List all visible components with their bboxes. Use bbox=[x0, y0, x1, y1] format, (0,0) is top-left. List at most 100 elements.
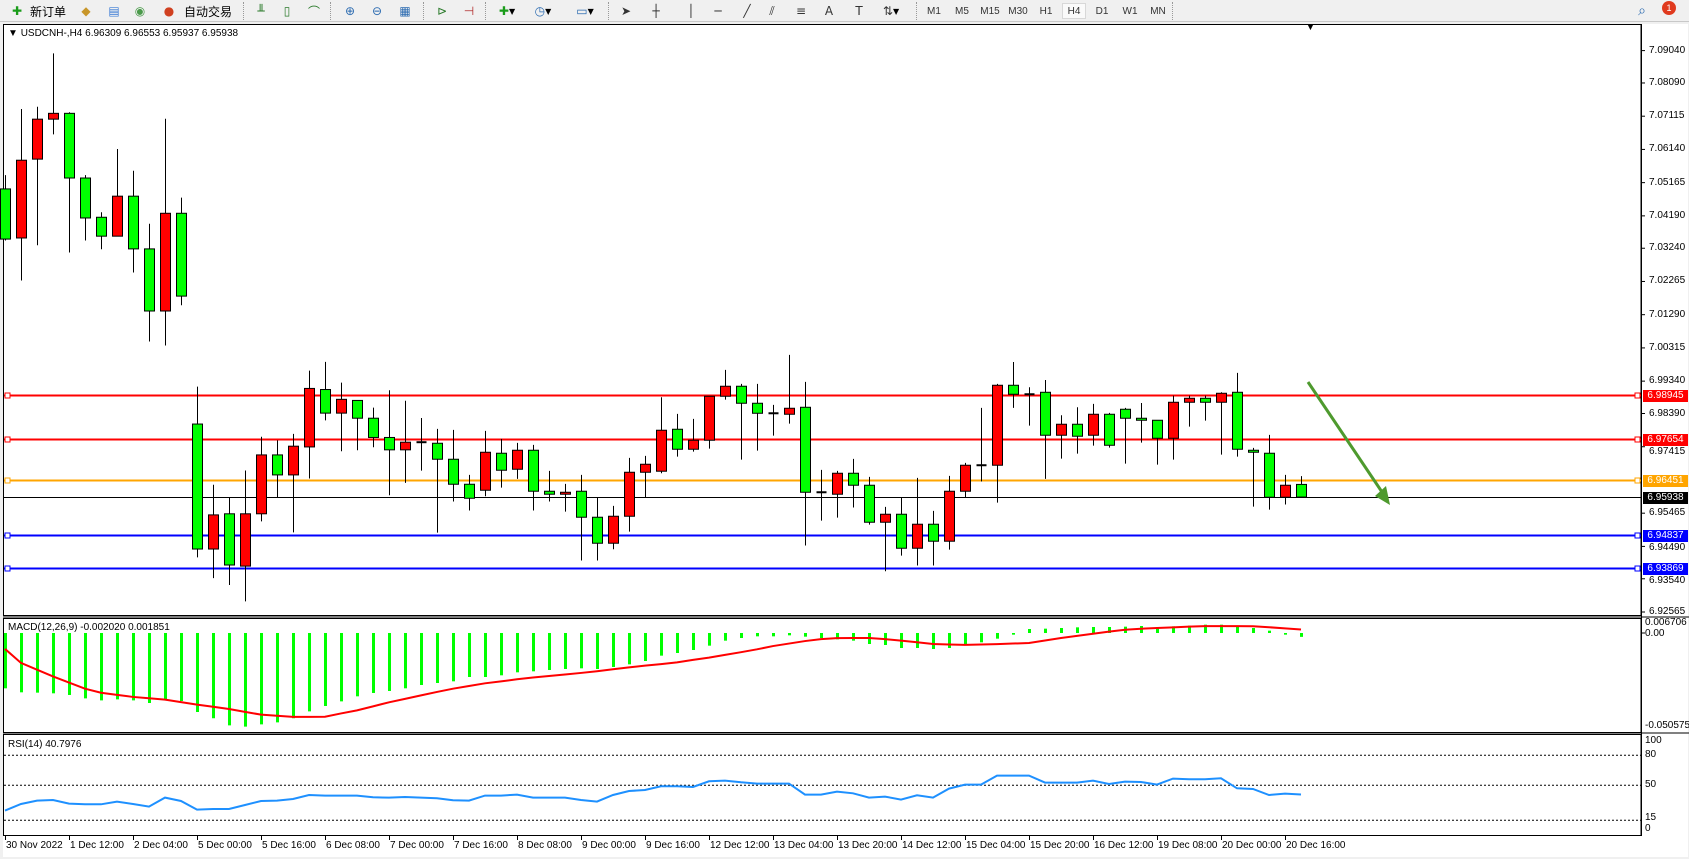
candle-bullish bbox=[912, 523, 923, 549]
toolbar-separator bbox=[423, 2, 424, 20]
candle-bullish bbox=[112, 195, 123, 237]
templates-icon[interactable]: ▭ ▼ bbox=[576, 4, 594, 18]
candle-bullish bbox=[480, 451, 491, 491]
auto-scroll-icon[interactable]: ⊳ bbox=[436, 4, 448, 18]
candle-bullish bbox=[1168, 401, 1179, 439]
candle-bearish bbox=[1232, 391, 1243, 450]
timeframe-m5[interactable]: M5 bbox=[955, 5, 969, 17]
trendline-icon[interactable]: ╱ bbox=[743, 4, 751, 18]
rsi-scale-15: 15 bbox=[1645, 812, 1657, 823]
timeframe-m1[interactable]: M1 bbox=[927, 5, 941, 17]
level-handle bbox=[4, 565, 11, 572]
candle-bearish bbox=[1296, 483, 1307, 498]
candle-bearish bbox=[0, 188, 11, 240]
candle-bearish bbox=[224, 513, 235, 566]
candle-bullish bbox=[1216, 392, 1227, 403]
level-price-label: 6.94837 bbox=[1643, 529, 1688, 542]
new-order-icon[interactable]: ✚ bbox=[11, 4, 23, 18]
zoom-out-icon[interactable]: ⊖ bbox=[371, 4, 383, 18]
equidistant-channel-icon[interactable]: ⫽ bbox=[769, 3, 775, 18]
market-watch-icon[interactable]: ◆ bbox=[81, 4, 91, 18]
candle-bullish bbox=[304, 387, 315, 448]
candle-bullish bbox=[288, 445, 299, 476]
periods-icon[interactable]: ◷ ▼ bbox=[534, 4, 552, 18]
timeframe-h4[interactable]: H4 bbox=[1062, 3, 1086, 19]
candle-bullish bbox=[1056, 423, 1067, 436]
candle-bearish bbox=[1248, 449, 1259, 453]
candle-bullish bbox=[256, 454, 267, 515]
candle-bearish bbox=[1008, 384, 1019, 395]
macd-scale-zero: 0.00 bbox=[1645, 628, 1665, 639]
crosshair-icon[interactable]: ┼ bbox=[652, 4, 660, 18]
time-axis-label: 19 Dec 08:00 bbox=[1158, 840, 1218, 851]
arrows-icon[interactable]: ⇅ ▼ bbox=[882, 4, 900, 18]
tile-windows-icon[interactable]: ▦ bbox=[399, 4, 411, 18]
text-icon[interactable]: A bbox=[824, 4, 834, 18]
auto-trading-button[interactable]: 自动交易 bbox=[183, 4, 232, 19]
fibonacci-icon[interactable]: ≡ bbox=[795, 4, 807, 18]
timeframe-m30[interactable]: M30 bbox=[1008, 5, 1028, 17]
chart-shift-icon[interactable]: ⊣ bbox=[463, 4, 475, 18]
horizontal-line-icon[interactable]: ─ bbox=[714, 4, 722, 18]
line-chart-icon[interactable]: ⌒ bbox=[307, 4, 320, 19]
price-tick-label: 7.03240 bbox=[1649, 242, 1686, 254]
candle-bullish bbox=[560, 491, 571, 495]
candle-bearish bbox=[1152, 419, 1163, 439]
candle-bearish bbox=[192, 423, 203, 550]
candle-bullish bbox=[16, 159, 27, 239]
toolbar-separator bbox=[916, 2, 917, 20]
candlestick-icon[interactable]: ▯ bbox=[283, 4, 291, 18]
level-handle bbox=[4, 477, 11, 484]
price-tick-label: 7.06140 bbox=[1649, 143, 1686, 155]
candle-bullish bbox=[32, 118, 43, 160]
candle-bullish bbox=[240, 513, 251, 567]
price-tick-label: 6.94490 bbox=[1649, 541, 1686, 553]
time-axis-label: 2 Dec 04:00 bbox=[134, 840, 188, 851]
rsi-label: RSI(14) 40.7976 bbox=[8, 739, 82, 750]
price-tick-label: 7.05165 bbox=[1649, 176, 1686, 188]
rsi-scale-100: 100 bbox=[1645, 735, 1662, 746]
time-axis-label: 16 Dec 12:00 bbox=[1094, 840, 1154, 851]
candle-bearish bbox=[672, 428, 683, 450]
time-axis-label: 8 Dec 08:00 bbox=[518, 840, 572, 851]
cursor-icon[interactable]: ➤ bbox=[620, 4, 632, 18]
navigator-icon[interactable]: ◉ bbox=[134, 4, 146, 18]
macd-label: MACD(12,26,9) -0.002020 0.001851 bbox=[8, 622, 170, 633]
candle-bearish bbox=[352, 399, 363, 419]
timeframe-w1[interactable]: W1 bbox=[1122, 5, 1138, 17]
bar-chart-icon[interactable]: ╨ bbox=[257, 4, 265, 18]
search-icon[interactable]: ⌕ bbox=[1638, 3, 1646, 19]
zoom-in-icon[interactable]: ⊕ bbox=[344, 4, 356, 18]
timeframe-m15[interactable]: M15 bbox=[980, 5, 1000, 17]
indicators-icon[interactable]: ✚ ▼ bbox=[498, 4, 516, 18]
notification-badge[interactable]: 1 bbox=[1662, 1, 1676, 15]
candle-bullish bbox=[704, 395, 715, 441]
toolbar-separator bbox=[485, 2, 486, 20]
data-window-icon[interactable]: ▤ bbox=[108, 4, 120, 18]
chart-shift-marker-icon[interactable]: ▼ bbox=[1306, 22, 1315, 32]
timeframe-mn[interactable]: MN bbox=[1150, 5, 1166, 17]
candle-bullish bbox=[880, 513, 891, 523]
candle-bearish bbox=[1072, 423, 1083, 437]
vertical-line-icon[interactable]: │ bbox=[687, 4, 695, 18]
candle-bullish bbox=[656, 429, 667, 472]
toolbar-separator bbox=[330, 2, 331, 20]
timeframe-h1[interactable]: H1 bbox=[1039, 5, 1053, 17]
candle-bullish bbox=[208, 514, 219, 550]
text-label-icon[interactable]: T bbox=[855, 4, 863, 18]
time-axis-label: 7 Dec 16:00 bbox=[454, 840, 508, 851]
rsi-scale-80: 80 bbox=[1645, 749, 1657, 760]
auto-trading-icon[interactable]: ● bbox=[163, 4, 175, 18]
new-order-button[interactable]: 新订单 bbox=[29, 4, 66, 19]
toolbar-separator bbox=[243, 2, 244, 20]
candle-bullish bbox=[688, 439, 699, 450]
level-price-label: 6.98945 bbox=[1643, 389, 1688, 402]
timeframe-d1[interactable]: D1 bbox=[1095, 5, 1109, 17]
toolbar-separator bbox=[1172, 2, 1173, 20]
candle-bearish bbox=[1136, 417, 1147, 421]
price-tick-label: 7.02265 bbox=[1649, 275, 1686, 287]
price-tick-label: 6.93540 bbox=[1649, 574, 1686, 586]
time-axis-label: 14 Dec 12:00 bbox=[902, 840, 962, 851]
price-tick-label: 7.00315 bbox=[1649, 341, 1686, 353]
